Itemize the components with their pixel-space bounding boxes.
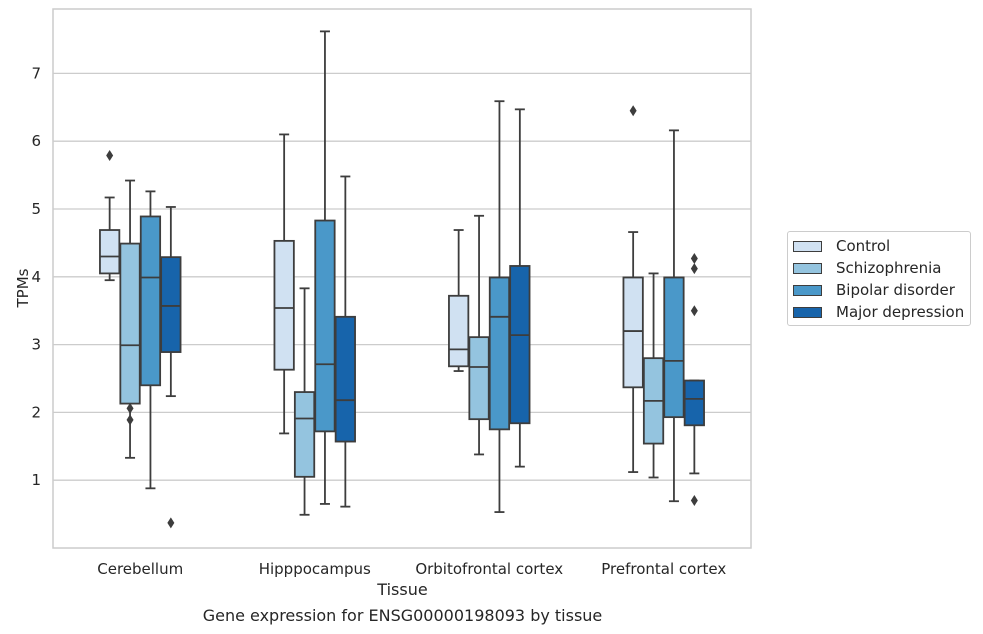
box-iqr: [314, 219, 336, 433]
box-group: [314, 30, 336, 505]
gridlines: [53, 72, 751, 481]
y-tick-label: 3: [31, 336, 41, 354]
outlier-point: [690, 305, 698, 317]
box-group: [683, 252, 705, 507]
outlier-point: [690, 263, 698, 275]
box-iqr: [622, 276, 644, 389]
x-tick-labels: Cerebellum Hipppocampus Orbitofrontal cort…: [97, 560, 726, 578]
legend-item-bipolar: Bipolar disorder: [793, 280, 955, 300]
box-group: [448, 229, 470, 372]
box-iqr: [468, 336, 490, 421]
y-tick-label: 7: [31, 64, 41, 82]
legend-swatch-control: [793, 240, 822, 252]
box-iqr: [488, 276, 511, 431]
box-iqr: [683, 379, 705, 427]
box-iqr: [99, 229, 121, 275]
legend-label-control: Control: [836, 237, 891, 255]
legend-swatch-bipolar: [793, 284, 822, 296]
box-group: [468, 214, 490, 456]
x-tick-label: Orbitofrontal cortex: [415, 560, 563, 578]
outlier-point: [690, 495, 698, 507]
y-tick-label: 1: [31, 471, 41, 489]
outlier-point: [126, 402, 134, 414]
box-group: [642, 272, 665, 479]
legend-swatch-major-depression: [793, 306, 822, 318]
legend-item-major-depression: Major depression: [793, 302, 964, 322]
box-iqr: [160, 256, 182, 353]
boxes: [99, 30, 705, 529]
box-group: [488, 100, 511, 513]
y-tick-labels: 1 2 3 4 5 6 7: [31, 64, 41, 489]
box-iqr: [293, 391, 316, 478]
box-iqr: [509, 265, 531, 425]
legend: Control Schizophrenia Bipolar disorder M…: [787, 231, 971, 326]
box-group: [334, 175, 356, 508]
box-iqr: [663, 276, 685, 419]
box-group: [160, 206, 182, 529]
x-tick-label: Cerebellum: [97, 560, 183, 578]
box-group: [293, 287, 316, 516]
box-iqr: [119, 242, 141, 405]
box-group: [509, 108, 531, 468]
box-iqr: [273, 239, 295, 371]
y-tick-label: 4: [31, 268, 41, 286]
box-group: [273, 133, 295, 435]
legend-swatch-schizophrenia: [793, 262, 822, 274]
box-iqr: [334, 315, 356, 443]
x-tick-label: Prefrontal cortex: [601, 560, 726, 578]
outlier-point: [106, 149, 114, 161]
legend-label-schizophrenia: Schizophrenia: [836, 259, 942, 277]
chart-caption: Gene expression for ENSG00000198093 by t…: [202, 606, 603, 625]
box-iqr: [448, 294, 470, 368]
y-tick-label: 2: [31, 403, 41, 421]
box-group: [99, 149, 121, 282]
box-iqr: [139, 215, 162, 387]
y-tick-label: 6: [31, 132, 41, 150]
box-group: [663, 129, 685, 503]
outlier-point: [126, 414, 134, 426]
x-axis-label: Tissue: [377, 580, 428, 599]
box-group: [139, 190, 162, 490]
y-axis-label: TPMs: [14, 268, 32, 308]
box-group: [119, 179, 141, 459]
legend-item-control: Control: [793, 236, 890, 256]
legend-label-major-depression: Major depression: [836, 303, 965, 321]
outlier-point: [167, 517, 175, 529]
legend-label-bipolar: Bipolar disorder: [836, 281, 955, 299]
box-group: [622, 105, 644, 473]
y-tick-label: 5: [31, 200, 41, 218]
legend-item-schizophrenia: Schizophrenia: [793, 258, 941, 278]
outlier-point: [690, 252, 698, 264]
x-tick-label: Hipppocampus: [259, 560, 371, 578]
outlier-point: [629, 105, 637, 117]
